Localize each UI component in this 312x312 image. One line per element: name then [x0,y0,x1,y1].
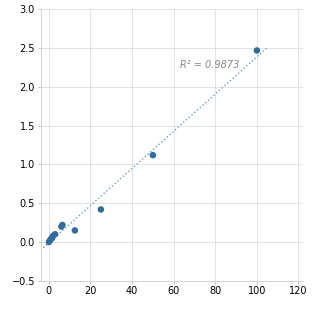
Point [50,236,55,241]
Point [48,236,53,241]
Text: R² = 0.9873: R² = 0.9873 [180,60,239,70]
Point [59,224,64,229]
Point [53,232,58,237]
Point [60,222,65,227]
Point [72,228,77,233]
Point [98,207,103,212]
Point [46,240,51,245]
Point [150,153,155,158]
Point [51,233,56,238]
Point [254,48,259,53]
Point [47,238,52,243]
